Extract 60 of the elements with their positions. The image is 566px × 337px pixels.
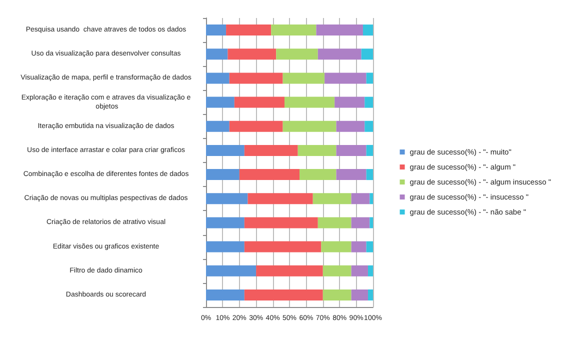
bar (366, 169, 373, 180)
bar (234, 96, 284, 108)
bar (351, 265, 368, 276)
bar (368, 265, 373, 276)
bar (336, 144, 366, 156)
bar (228, 48, 276, 60)
bar (322, 265, 352, 276)
bar (370, 217, 373, 228)
bar (351, 241, 366, 252)
bar (226, 24, 272, 36)
bar (244, 289, 323, 300)
bar (271, 24, 316, 36)
bar (322, 289, 352, 300)
bar (364, 120, 373, 132)
bar (206, 144, 244, 156)
bar (370, 193, 373, 204)
bar (300, 169, 336, 180)
bar (318, 217, 352, 228)
bar (324, 72, 366, 84)
bar (282, 120, 336, 132)
bar (312, 193, 352, 204)
bar (206, 193, 248, 204)
bar (206, 24, 226, 36)
bar (244, 217, 318, 228)
bar (229, 120, 283, 132)
bar (366, 72, 373, 84)
bar (316, 24, 363, 36)
bar (321, 241, 352, 252)
bar (206, 241, 244, 252)
bar (206, 72, 230, 84)
bar (351, 289, 368, 300)
bar (256, 265, 323, 276)
bar (334, 96, 365, 108)
bar (336, 120, 365, 132)
bar (248, 193, 313, 204)
bar (366, 241, 373, 252)
bar (351, 217, 370, 228)
bar (206, 96, 234, 108)
bar (229, 72, 283, 84)
bar (336, 169, 366, 180)
bar (318, 48, 362, 60)
bar (351, 193, 370, 204)
bar (206, 120, 230, 132)
bar (364, 96, 373, 108)
bar (206, 48, 228, 60)
bar (244, 241, 322, 252)
bar (239, 169, 300, 180)
bar (298, 144, 336, 156)
bar (206, 289, 244, 300)
bar (361, 48, 373, 60)
bar (206, 169, 240, 180)
bar (362, 24, 373, 36)
bar (276, 48, 318, 60)
bar (244, 144, 298, 156)
bar (284, 96, 335, 108)
bar (366, 144, 373, 156)
bar (282, 72, 325, 84)
bar (206, 217, 244, 228)
bar (206, 265, 256, 276)
bar (368, 289, 373, 300)
